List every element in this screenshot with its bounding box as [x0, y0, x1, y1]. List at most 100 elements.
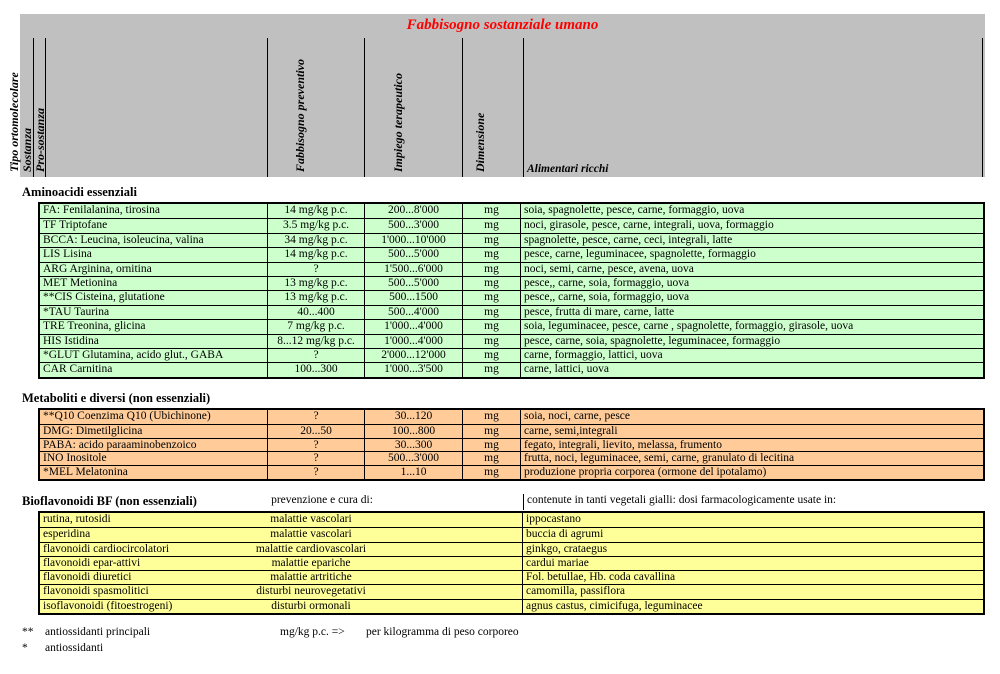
- cell-preventive-dose: ?: [267, 410, 364, 424]
- cell-therapeutic-dose: 1'000...3'500: [364, 363, 462, 377]
- table-row: BCCA: Leucina, isoleucina, valina 34 mg/k…: [40, 232, 983, 248]
- table-row: flavonoidi cardiocircolatori malattie car…: [40, 541, 983, 556]
- cell-substance: **Q10 Coenzima Q10 (Ubichinone): [43, 410, 211, 422]
- table-row: flavonoidi diuretici malattie artritiche F…: [40, 570, 983, 585]
- cell-therapeutic-dose: 1'500...6'000: [364, 262, 462, 276]
- cell-indication: malattie epariche: [271, 556, 351, 569]
- cell-unit: mg: [462, 410, 520, 424]
- cell-preventive-dose: ?: [267, 348, 364, 363]
- column-header-fabbisogno-preventivo: Fabbisogno preventivo: [293, 59, 307, 172]
- cell-preventive-dose: 13 mg/kg p.c.: [267, 276, 364, 291]
- cell-indication: malattie artritiche: [270, 571, 352, 584]
- cell-therapeutic-dose: 500...5'000: [364, 276, 462, 291]
- cell-flavonoid: esperidina: [43, 528, 91, 541]
- table-row: *TAU Taurina 40...400 500...4'000 mg pesce, …: [40, 304, 983, 320]
- cell-therapeutic-dose: 1'000...4'000: [364, 334, 462, 348]
- cell-substance: MET Metionina: [43, 276, 118, 289]
- cell-unit: mg: [462, 305, 520, 320]
- cell-unit: mg: [462, 348, 520, 363]
- cell-flavonoid: flavonoidi epar-attivi: [43, 556, 141, 569]
- cell-unit: mg: [462, 276, 520, 291]
- cell-preventive-dose: 40...400: [267, 305, 364, 320]
- cell-substance: BCCA: Leucina, isoleucina, valina: [43, 233, 204, 246]
- cell-preventive-dose: 7 mg/kg p.c.: [267, 320, 364, 334]
- cell-rich-foods: noci, girasole, pesce, carne, integrali,…: [520, 219, 983, 233]
- cell-sources: camomilla, passiflora: [522, 585, 983, 599]
- cell-preventive-dose: 34 mg/kg p.c.: [267, 233, 364, 248]
- cell-rich-foods: fegato, integrali, lievito, melassa, fru…: [520, 438, 983, 452]
- cell-rich-foods: produzione propria corporea (ormone del …: [520, 466, 983, 479]
- cell-rich-foods: soia, leguminacee, pesce, carne , spagno…: [520, 320, 983, 334]
- cell-unit: mg: [462, 248, 520, 262]
- header-divider: [267, 38, 268, 177]
- cell-preventive-dose: ?: [267, 466, 364, 479]
- section-heading-metaboliti: Metaboliti e diversi (non essenziali): [22, 391, 211, 405]
- cell-substance: LIS Lisina: [43, 248, 92, 261]
- cell-therapeutic-dose: 500...3'000: [364, 452, 462, 465]
- table-row: ARG Arginina, ornitina? 1'500...6'000 mg no…: [40, 261, 983, 276]
- cell-unit: mg: [462, 363, 520, 377]
- cell-indication: malattie vascolari: [270, 528, 352, 541]
- footnote-marker: *: [22, 642, 28, 654]
- bioflavonoidi-subheading-prevenzione: prevenzione e cura di:: [271, 494, 373, 506]
- table-header: Fabbisogno sostanziale umano Tipo ortomo…: [7, 14, 985, 177]
- cell-preventive-dose: ?: [267, 262, 364, 276]
- table-row: LIS Lisina 14 mg/kg p.c. 500...5'000 mg pesc…: [40, 247, 983, 262]
- cell-substance: *MEL Melatonina: [43, 466, 128, 478]
- footnote-marker: **: [22, 626, 34, 638]
- cell-therapeutic-dose: 500...1500: [364, 291, 462, 305]
- table-row: MET Metionina 13 mg/kg p.c. 500...5'000 mg p…: [40, 275, 983, 291]
- cell-therapeutic-dose: 1'000...10'000: [364, 233, 462, 248]
- table-row: rutina, rutosidi malattie vascolari ippoca…: [40, 513, 983, 528]
- cell-substance: TRE Treonina, glicina: [43, 320, 146, 333]
- header-divider: [33, 38, 34, 177]
- bioflavonoidi-table: rutina, rutosidi malattie vascolari ippoca…: [38, 511, 985, 616]
- cell-rich-foods: pesce, carne, soia, spagnolette, legumin…: [520, 334, 983, 348]
- bioflavonoidi-heading: Bioflavonoidi BF (non essenziali): [22, 494, 197, 508]
- cell-preventive-dose: 8...12 mg/kg p.c.: [267, 334, 364, 348]
- table-row: flavonoidi spasmolitici disturbi neuroveg…: [40, 584, 983, 599]
- footnote-formula: mg/kg p.c. =>: [280, 626, 345, 638]
- cell-therapeutic-dose: 1'000...4'000: [364, 320, 462, 334]
- cell-preventive-dose: 100...300: [267, 363, 364, 377]
- table-row: HIS Istidina 8...12 mg/kg p.c. 1'000...4'0…: [40, 333, 983, 348]
- cell-preventive-dose: ?: [267, 452, 364, 465]
- cell-rich-foods: carne, semi,integrali: [520, 424, 983, 438]
- cell-unit: mg: [462, 262, 520, 276]
- cell-unit: mg: [462, 320, 520, 334]
- page-title: Fabbisogno sostanziale umano: [406, 17, 599, 33]
- cell-rich-foods: soia, noci, carne, pesce: [520, 410, 983, 424]
- cell-preventive-dose: 13 mg/kg p.c.: [267, 291, 364, 305]
- cell-substance: CAR Carnitina: [43, 363, 113, 376]
- footnote-text: antiossidanti principali: [45, 626, 151, 638]
- metaboliti-table: **Q10 Coenzima Q10 (Ubichinone)? 30...120…: [38, 408, 985, 481]
- cell-flavonoid: rutina, rutosidi: [43, 513, 111, 525]
- footnote-antiossidanti-principali: ** antiossidanti principali mg/kg p.c. =…: [0, 626, 1000, 641]
- header-divider: [462, 38, 463, 177]
- cell-sources: cardui mariae: [522, 556, 983, 571]
- cell-therapeutic-dose: 500...5'000: [364, 248, 462, 262]
- cell-indication: disturbi neurovegetativi: [256, 585, 366, 598]
- cell-indication: malattie vascolari: [270, 513, 352, 525]
- table-row: CAR Carnitina 100...300 1'000...3'500 mg car…: [40, 362, 983, 377]
- cell-rich-foods: spagnolette, pesce, carne, ceci, integra…: [520, 233, 983, 248]
- cell-substance: ARG Arginina, ornitina: [43, 262, 152, 275]
- cell-substance: HIS Istidina: [43, 334, 99, 347]
- cell-unit: mg: [462, 219, 520, 233]
- cell-sources: ginkgo, crataegus: [522, 542, 983, 556]
- footnote-antiossidanti: * antiossidanti: [0, 642, 1000, 657]
- cell-substance: PABA: acido paraaminobenzoico: [43, 438, 197, 451]
- column-header-tipo-ortomolecolare: Tipo ortomolecolare: [7, 72, 21, 172]
- table-row: INO Inositole? 500...3'000 mg frutta, noci,…: [40, 451, 983, 465]
- cell-preventive-dose: 14 mg/kg p.c.: [267, 204, 364, 219]
- table-row: TRE Treonina, glicina 7 mg/kg p.c. 1'000..…: [40, 319, 983, 334]
- cell-rich-foods: pesce,, carne, soia, formaggio, uova: [520, 291, 983, 305]
- cell-therapeutic-dose: 1...10: [364, 466, 462, 479]
- cell-preventive-dose: 14 mg/kg p.c.: [267, 248, 364, 262]
- column-header-pro-sostanza: Pro-sostanza: [33, 107, 47, 172]
- cell-substance: TF Triptofane: [43, 219, 108, 232]
- cell-unit: mg: [462, 291, 520, 305]
- cell-unit: mg: [462, 334, 520, 348]
- cell-substance: *GLUT Glutamina, acido glut., GABA: [43, 348, 224, 361]
